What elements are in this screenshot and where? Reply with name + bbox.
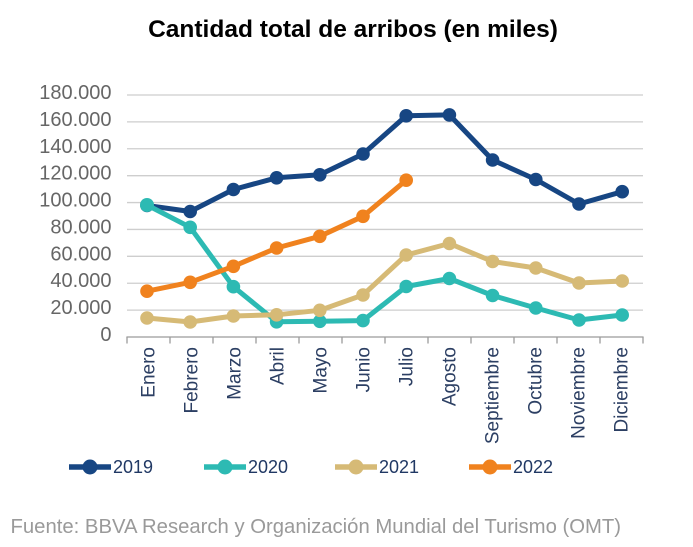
svg-text:Noviembre: Noviembre: [569, 347, 590, 439]
svg-text:120.000: 120.000: [39, 163, 111, 185]
svg-text:0: 0: [100, 324, 111, 346]
svg-text:40.000: 40.000: [50, 270, 111, 292]
svg-text:2019: 2019: [113, 457, 153, 477]
svg-text:Cantidad total de arribos (en: Cantidad total de arribos (en miles): [148, 16, 558, 43]
svg-text:2020: 2020: [248, 457, 288, 477]
svg-text:160.000: 160.000: [39, 109, 111, 131]
svg-text:80.000: 80.000: [50, 216, 111, 238]
svg-text:Octubre: Octubre: [526, 347, 547, 415]
svg-text:20.000: 20.000: [50, 297, 111, 319]
svg-text:Febrero: Febrero: [182, 347, 203, 414]
svg-text:Diciembre: Diciembre: [612, 347, 633, 433]
svg-text:Enero: Enero: [139, 347, 160, 398]
svg-text:Agosto: Agosto: [440, 347, 461, 406]
svg-text:Abril: Abril: [268, 347, 289, 385]
svg-text:2021: 2021: [379, 457, 419, 477]
svg-text:Junio: Junio: [354, 347, 375, 392]
svg-text:Julio: Julio: [397, 347, 418, 386]
svg-text:60.000: 60.000: [50, 243, 111, 265]
svg-text:Marzo: Marzo: [225, 347, 246, 400]
svg-text:Mayo: Mayo: [311, 347, 332, 393]
svg-text:2022: 2022: [513, 457, 553, 477]
svg-text:100.000: 100.000: [39, 190, 111, 212]
svg-text:Septiembre: Septiembre: [483, 347, 504, 444]
svg-text:180.000: 180.000: [39, 82, 111, 104]
svg-text:140.000: 140.000: [39, 136, 111, 158]
svg-text:Fuente: BBVA Research y Organi: Fuente: BBVA Research y Organización Mun…: [11, 516, 622, 538]
